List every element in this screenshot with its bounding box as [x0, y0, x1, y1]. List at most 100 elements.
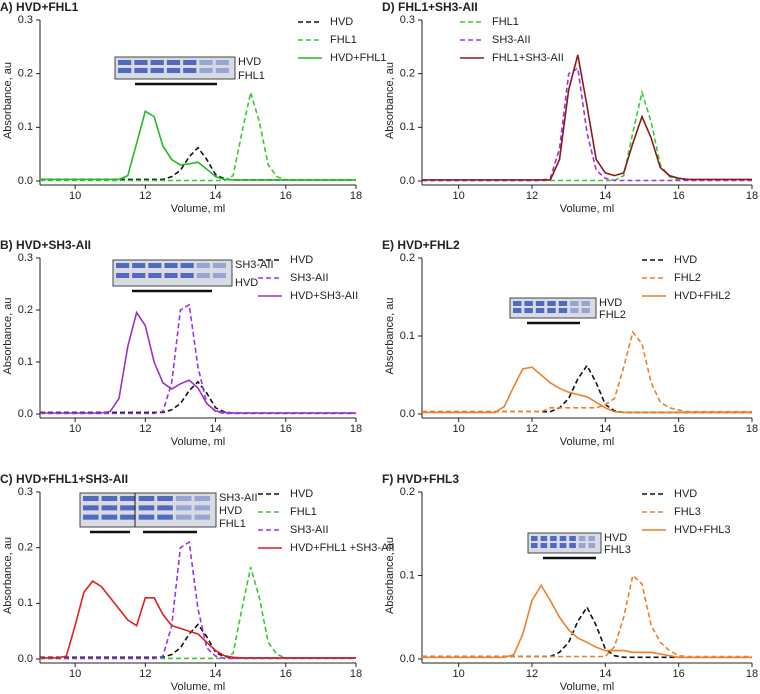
x-tick-label: 18	[746, 190, 758, 202]
y-axis-label: Absorbance, au	[384, 297, 396, 374]
x-tick-label: 16	[280, 668, 292, 680]
gel-band	[540, 543, 548, 548]
x-tick-label: 14	[599, 423, 611, 435]
x-tick-label: 18	[746, 423, 758, 435]
x-axis-label: Volume, ml	[171, 203, 225, 215]
y-tick-label: 0.0	[18, 175, 33, 187]
gel-band	[148, 263, 162, 268]
gel-band	[550, 543, 557, 548]
gel-band	[101, 505, 118, 511]
y-axis-label: Absorbance, au	[2, 297, 14, 374]
gel-band	[513, 301, 522, 306]
y-tick-label: 0.3	[18, 14, 33, 26]
x-tick-label: 16	[673, 190, 685, 202]
gel-band	[196, 273, 210, 278]
series-line	[40, 380, 356, 414]
x-tick-label: 12	[139, 190, 151, 202]
gel-band	[540, 536, 548, 541]
gel-label: FHL2	[599, 309, 626, 321]
gel-band	[524, 308, 533, 313]
y-tick-label: 0.1	[400, 121, 415, 133]
legend-label: HVD+SH3-AII	[290, 290, 358, 302]
x-tick-label: 12	[526, 423, 538, 435]
y-axis-label: Absorbance, au	[2, 537, 14, 614]
series-line	[40, 303, 356, 415]
gel-band	[196, 263, 210, 268]
x-tick-label: 14	[209, 423, 221, 435]
gel-band	[199, 68, 213, 73]
y-tick-label: 0.0	[18, 408, 33, 420]
y-tick-label: 0.3	[400, 14, 415, 26]
series-line	[40, 566, 356, 660]
gel-band	[194, 496, 210, 501]
y-axis-label: Absorbance, au	[384, 62, 396, 139]
legend-label: SH3-AII	[290, 272, 329, 284]
gel-band	[547, 308, 556, 313]
gel-band	[180, 273, 194, 278]
y-tick-label: 0.1	[400, 330, 415, 342]
panel-title: E) HVD+FHL2	[382, 238, 460, 252]
series-line	[40, 310, 356, 414]
gel-band	[547, 301, 556, 306]
gel-band	[166, 60, 181, 65]
panel-title: C) HVD+FHL1+SH3-AII	[0, 472, 128, 486]
gel-band	[212, 273, 226, 278]
gel-label: FHL1	[238, 70, 265, 82]
gel-band	[164, 273, 178, 278]
legend-label: HVD+FHL1	[330, 52, 387, 64]
gel-band	[116, 273, 130, 278]
series-line	[40, 109, 356, 181]
gel-band	[118, 60, 132, 65]
y-tick-label: 0.0	[400, 653, 415, 665]
panel-title: B) HVD+SH3-AII	[0, 238, 91, 252]
gel-band	[570, 301, 579, 306]
legend-label: SH3-AII	[290, 524, 329, 536]
gel-band	[569, 543, 576, 548]
legend-label: HVD	[674, 254, 697, 266]
gel-band	[558, 301, 568, 306]
gel-band	[132, 263, 146, 268]
gel-band	[175, 496, 192, 501]
series-line	[422, 583, 752, 659]
legend-label: FHL1	[492, 16, 519, 28]
y-tick-label: 0.1	[400, 569, 415, 581]
x-tick-label: 14	[209, 668, 221, 680]
gel-band	[215, 60, 229, 65]
gel-band	[578, 543, 586, 548]
x-tick-label: 16	[280, 190, 292, 202]
series-line	[40, 623, 356, 659]
gel-band	[118, 68, 132, 73]
gel-label: FHL1	[219, 518, 246, 530]
panel-title: F) HVD+FHL3	[382, 472, 459, 486]
x-axis-label: Volume, ml	[560, 436, 614, 448]
legend-label: HVD	[290, 488, 313, 500]
gel-label: SH3-AII	[219, 492, 258, 504]
gel-band	[134, 60, 148, 65]
x-tick-label: 10	[69, 423, 81, 435]
gel-label: HVD	[219, 505, 242, 517]
gel-band	[570, 308, 579, 313]
gel-band	[531, 543, 538, 548]
legend-label: HVD+FHL2	[674, 290, 731, 302]
gel-band	[194, 514, 210, 520]
x-tick-label: 12	[139, 668, 151, 680]
legend-label: HVD+FHL3	[674, 524, 731, 536]
gel-band	[116, 263, 130, 268]
gel-band	[83, 496, 99, 501]
x-tick-label: 18	[350, 190, 362, 202]
panel-title: A) HVD+FHL1	[0, 0, 79, 14]
x-axis-label: Volume, ml	[560, 203, 614, 215]
x-tick-label: 12	[526, 190, 538, 202]
x-tick-label: 14	[209, 190, 221, 202]
y-tick-label: 0.1	[18, 597, 33, 609]
gel-band	[101, 496, 118, 501]
legend-label: FHL1	[330, 34, 357, 46]
gel-band	[150, 60, 164, 65]
gel-band	[150, 68, 164, 73]
gel-band	[120, 514, 136, 520]
gel-band	[212, 263, 226, 268]
gel-band	[138, 514, 155, 520]
series-line	[422, 573, 752, 658]
gel-band	[588, 536, 595, 541]
